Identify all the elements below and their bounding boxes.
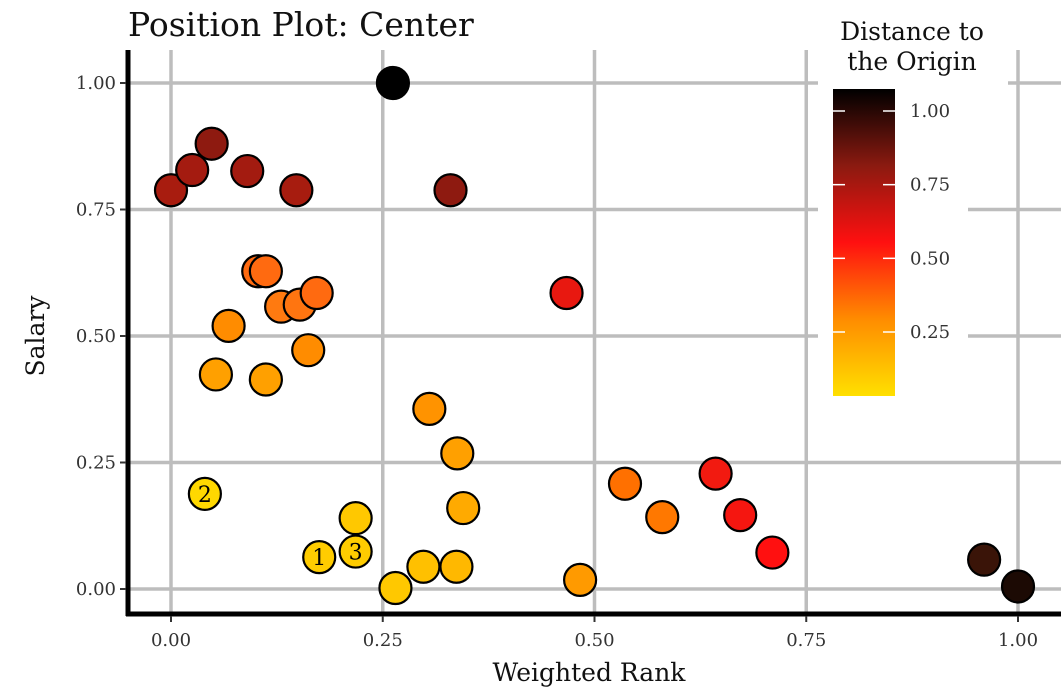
- axes: [120, 50, 1061, 622]
- y-tick-labels: 0.00 0.25 0.50 0.75 1.00: [76, 73, 116, 600]
- y-tick-label: 0.50: [76, 326, 116, 347]
- chart-title: Position Plot: Center: [128, 5, 474, 44]
- y-tick-label: 1.00: [76, 73, 116, 94]
- data-point: [440, 436, 475, 471]
- data-point: [607, 466, 643, 501]
- data-points: 2 1 3: [153, 65, 1036, 606]
- data-point: [153, 173, 189, 208]
- legend-title-line: Distance to: [840, 17, 984, 46]
- data-point: [446, 490, 481, 526]
- data-point: [299, 275, 334, 311]
- data-point: [406, 549, 441, 584]
- data-point: [211, 308, 246, 343]
- legend-tick-label: 1.00: [910, 101, 950, 122]
- y-tick-label: 0.75: [76, 200, 116, 221]
- data-point: [967, 542, 1002, 577]
- data-point: [198, 357, 233, 392]
- data-point: [302, 540, 337, 575]
- data-point: [187, 476, 222, 511]
- legend-tick-label: 0.75: [910, 175, 950, 196]
- y-tick-label: 0.25: [76, 453, 116, 474]
- data-point: [549, 275, 584, 311]
- data-point: [412, 391, 447, 426]
- x-tick-label: 0.25: [363, 630, 403, 651]
- data-point: [230, 153, 265, 189]
- data-point-label: 3: [349, 541, 363, 566]
- x-tick-label: 1.00: [998, 630, 1038, 651]
- y-axis-title: Salary: [21, 295, 50, 377]
- data-point: [433, 173, 468, 208]
- y-tick-label: 0.00: [76, 579, 116, 600]
- data-point: [723, 498, 758, 533]
- data-point-label: 2: [198, 483, 212, 508]
- data-point: [1000, 569, 1036, 604]
- data-point: [755, 535, 790, 570]
- data-point: [248, 254, 283, 289]
- data-point: [175, 152, 210, 188]
- x-axis-title: Weighted Rank: [493, 658, 687, 687]
- x-tick-labels: 0.00 0.25 0.50 0.75 1.00: [151, 630, 1038, 651]
- data-point: [645, 500, 680, 535]
- data-point: [248, 362, 283, 397]
- data-point-label: 1: [312, 546, 326, 571]
- legend-tick-label: 0.25: [910, 322, 950, 343]
- data-point: [291, 333, 326, 368]
- data-point: [439, 549, 474, 584]
- data-point: [378, 570, 413, 606]
- data-point: [279, 173, 314, 208]
- data-point: [338, 534, 373, 569]
- data-point: [698, 456, 733, 491]
- data-point: [194, 126, 229, 161]
- data-point: [375, 65, 411, 101]
- x-tick-label: 0.00: [151, 630, 191, 651]
- x-tick-label: 0.50: [574, 630, 614, 651]
- x-tick-label: 0.75: [786, 630, 826, 651]
- legend-title-line: the Origin: [847, 47, 976, 76]
- data-point: [338, 501, 373, 536]
- legend-tick-label: 0.50: [910, 248, 950, 269]
- data-point: [563, 562, 598, 597]
- legend-color-bar: [833, 89, 895, 396]
